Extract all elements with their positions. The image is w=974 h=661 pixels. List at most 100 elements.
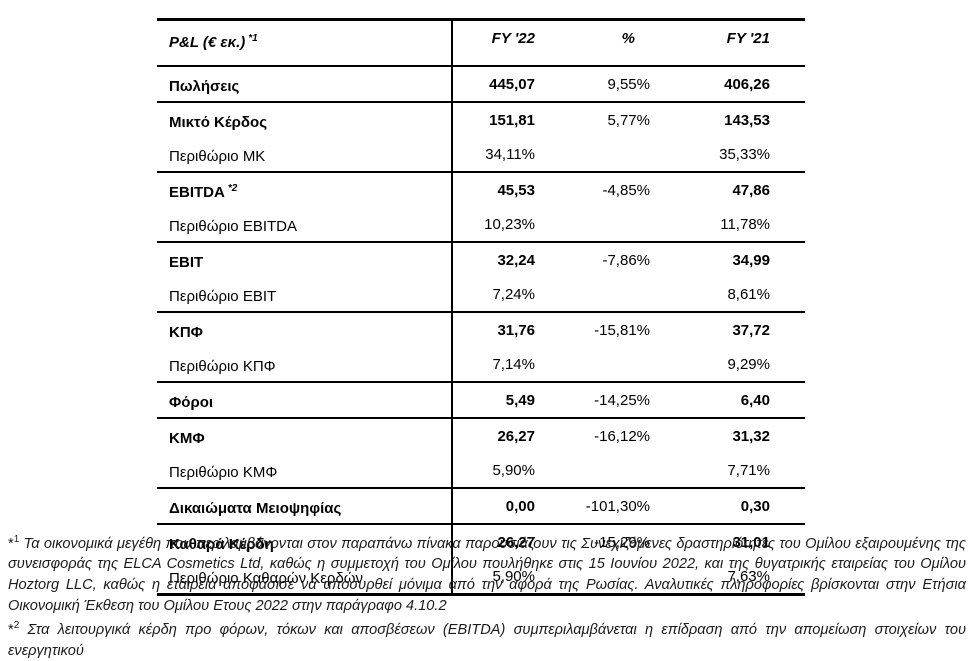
row-pct-value	[545, 277, 660, 312]
row-label: Δικαιώματα Μειοψηφίας	[157, 487, 453, 524]
row-pct-value	[545, 347, 660, 382]
row-label-text: ΚΜΦ	[169, 429, 205, 447]
table-row: Καθαρά Κέρδη 26,27 -15,29% 31,01	[157, 523, 805, 559]
header-footnote-ref: *1	[248, 33, 258, 44]
row-label: Περιθώριο ΚΜΦ	[157, 453, 453, 488]
pl-table: P&L (€ εκ.) *1 FY '22 % FY '21 Πωλήσεις 4…	[157, 18, 805, 596]
row-pct-value: -7,86%	[545, 241, 660, 277]
row-label: Μικτό Κέρδος	[157, 101, 453, 137]
row-fy21-value: 8,61%	[727, 285, 770, 303]
document-page: { "table": { "header": { "label": "P&L (…	[8, 18, 966, 659]
footnote-1-text: Τα οικονομικά μεγέθη που περιλαμβάνονται…	[8, 535, 966, 614]
table-row: EBIT 32,24 -7,86% 34,99	[157, 241, 805, 277]
row-pct-value: 9,55%	[545, 65, 660, 102]
row-label: Φόροι	[157, 381, 453, 418]
row-label-text: Πωλήσεις	[169, 77, 240, 95]
row-pct-value: -14,25%	[545, 381, 660, 418]
footnote-2-sup: 2	[13, 620, 20, 632]
footnote-1-marker: *	[8, 535, 14, 552]
table-row: Πωλήσεις 445,07 9,55% 406,26	[157, 65, 805, 102]
row-fy22-value: 32,24	[452, 241, 545, 277]
row-fy21-value: 9,29%	[727, 355, 770, 373]
row-fy21-value: 7,63%	[727, 567, 770, 585]
row-label: ΚΜΦ	[157, 417, 453, 453]
header-pl-text: P&L (€ εκ.)	[169, 34, 246, 51]
row-label: ΚΠΦ	[157, 311, 453, 347]
row-label: Πωλήσεις	[157, 65, 453, 102]
row-label-text: Περιθώριο EBIT	[169, 287, 277, 305]
row-fy22-value: 31,76	[452, 311, 545, 347]
table-row: Δικαιώματα Μειοψηφίας 0,00 -101,30% 0,30	[157, 487, 805, 524]
row-label-text: Περιθώριο ΜΚ	[169, 147, 266, 165]
row-label-text: Φόροι	[169, 393, 214, 411]
row-label-text: Καθαρά Κέρδη	[169, 535, 274, 553]
table-row: Περιθώριο Καθαρών Κερδών 5,90% 7,63%	[157, 559, 805, 595]
footnote-1-sup: 1	[13, 534, 20, 545]
header-pl-label: P&L (€ εκ.) *1	[157, 19, 453, 67]
table-row: Περιθώριο ΚΜΦ 5,90% 7,71%	[157, 453, 805, 488]
row-label-text: Περιθώριο Καθαρών Κερδών	[169, 569, 364, 587]
row-fy21-value: 143,53	[660, 101, 805, 137]
row-fy21-value: 31,32	[660, 417, 805, 453]
table-header-row: P&L (€ εκ.) *1 FY '22 % FY '21	[157, 19, 805, 67]
row-fy22-value: 0,00	[452, 487, 545, 524]
row-fy22-value: 7,14%	[492, 355, 535, 373]
row-pct-value: -101,30%	[545, 487, 660, 524]
table-row: Μικτό Κέρδος 151,81 5,77% 143,53	[157, 101, 805, 137]
row-fy22-value: 7,24%	[492, 285, 535, 303]
row-fy22-value: 5,90%	[492, 567, 535, 585]
row-pct-value: -15,29%	[545, 523, 660, 559]
row-label-text: EBIT	[169, 253, 204, 271]
row-fy21-value: 406,26	[660, 65, 805, 102]
row-label: EBIT	[157, 241, 453, 277]
row-fy21-value: 37,72	[660, 311, 805, 347]
row-pct-value	[545, 453, 660, 488]
row-label: Καθαρά Κέρδη	[157, 523, 453, 559]
row-label: Περιθώριο EBIT	[157, 277, 453, 312]
header-pct: %	[545, 19, 660, 67]
row-fy22-value: 10,23%	[484, 215, 535, 233]
footnote-2-text: Στα λειτουργικά κέρδη προ φόρων, τόκων κ…	[8, 622, 966, 659]
footnotes: *1 Τα οικονομικά μεγέθη που περιλαμβάνον…	[8, 530, 966, 661]
row-pct-value: 5,77%	[545, 101, 660, 137]
row-fy22-value: 34,11%	[485, 145, 535, 163]
row-label-text: Περιθώριο ΚΜΦ	[169, 463, 278, 481]
table-row: Φόροι 5,49 -14,25% 6,40	[157, 381, 805, 418]
table-row: Περιθώριο ΚΠΦ 7,14% 9,29%	[157, 347, 805, 382]
row-label-text: Δικαιώματα Μειοψηφίας	[169, 499, 342, 517]
table-row: ΚΜΦ 26,27 -16,12% 31,32	[157, 417, 805, 453]
row-label-text: Περιθώριο EBITDA	[169, 217, 297, 235]
row-fy22-value: 5,90%	[492, 461, 535, 479]
row-label-text: Μικτό Κέρδος	[169, 113, 267, 131]
row-fy21-value: 35,33%	[719, 145, 770, 163]
row-fy21-value: 11,78%	[720, 215, 770, 233]
row-label: Περιθώριο ΜΚ	[157, 137, 453, 172]
row-label: EBITDA *2	[157, 171, 453, 207]
row-pct-value: -15,81%	[545, 311, 660, 347]
row-fy21-value: 34,99	[660, 241, 805, 277]
row-fy21-value: 47,86	[660, 171, 805, 207]
table-row: Περιθώριο EBITDA 10,23% 11,78%	[157, 207, 805, 242]
row-fy21-value: 0,30	[660, 487, 805, 524]
row-fy21-value: 6,40	[660, 381, 805, 418]
row-fy22-value: 151,81	[452, 101, 545, 137]
table-row: ΚΠΦ 31,76 -15,81% 37,72	[157, 311, 805, 347]
row-label: Περιθώριο EBITDA	[157, 207, 453, 242]
row-pct-value: -4,85%	[545, 171, 660, 207]
pl-table-body: Πωλήσεις 445,07 9,55% 406,26 Μικτό Κέρδο…	[157, 65, 805, 595]
row-fy22-value: 445,07	[452, 65, 545, 102]
row-fy22-value: 5,49	[452, 381, 545, 418]
row-fy21-value: 31,01	[660, 523, 805, 559]
row-pct-value: -16,12%	[545, 417, 660, 453]
row-footnote-ref: *2	[227, 182, 238, 194]
row-pct-value	[545, 137, 660, 172]
table-row: Περιθώριο EBIT 7,24% 8,61%	[157, 277, 805, 312]
footnote-2-clipped: *2 Στα λειτουργικά κέρδη προ φόρων, τόκω…	[8, 616, 966, 661]
row-fy22-value: 26,27	[452, 417, 545, 453]
row-label-text: Περιθώριο ΚΠΦ	[169, 357, 276, 375]
row-fy22-value: 26,27	[452, 523, 545, 559]
footnote-1: *1 Τα οικονομικά μεγέθη που περιλαμβάνον…	[8, 530, 966, 616]
header-fy21: FY '21	[660, 19, 805, 67]
row-pct-value	[545, 207, 660, 242]
table-row: Περιθώριο ΜΚ 34,11% 35,33%	[157, 137, 805, 172]
